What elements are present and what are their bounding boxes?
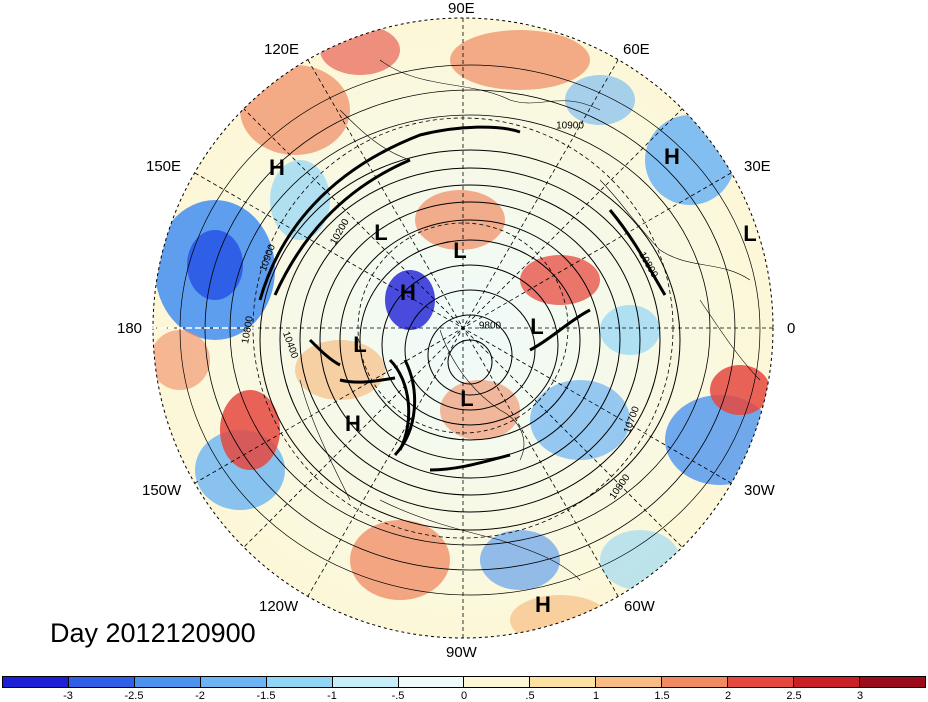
lon-label-30e: 30E	[744, 158, 771, 175]
colorbar-swatch	[398, 677, 465, 687]
colorbar-swatch	[662, 677, 729, 687]
colorbar	[2, 676, 926, 688]
high-pressure-marker: H	[269, 155, 285, 180]
low-pressure-marker: L	[530, 314, 544, 339]
colorbar-tick-label: 1	[592, 690, 600, 702]
colorbar-tick-label: 1.5	[654, 690, 670, 702]
low-pressure-marker: L	[460, 386, 474, 411]
colorbar-swatch	[332, 677, 399, 687]
colorbar-swatch	[266, 677, 333, 687]
colorbar-tick-label: 0	[460, 690, 468, 702]
lon-label-120w: 120W	[259, 598, 299, 615]
lon-label-150w: 150W	[142, 482, 182, 499]
low-pressure-marker: L	[743, 221, 757, 246]
colorbar-swatch	[859, 677, 925, 687]
colorbar-tick-label: .5	[525, 690, 535, 702]
colorbar-swatch	[596, 677, 663, 687]
colorbar-tick-label: 2	[724, 690, 732, 702]
lon-label-90e: 90E	[448, 0, 475, 17]
lon-label-120e: 120E	[264, 41, 300, 58]
colorbar-tick-label: -1	[327, 690, 337, 702]
colorbar-tick-label: -2	[195, 690, 205, 702]
lon-label-60e: 60E	[623, 41, 650, 58]
colorbar-tick-label: -.5	[391, 690, 405, 702]
colorbar-swatch	[794, 677, 860, 687]
low-pressure-marker: L	[453, 238, 467, 263]
colorbar-swatch	[464, 677, 531, 687]
contour-label: 10900	[556, 120, 584, 132]
colorbar-swatch	[3, 677, 69, 687]
lon-label-180: 180	[117, 320, 143, 337]
colorbar-swatch	[68, 677, 135, 687]
lon-label-30w: 30W	[744, 482, 775, 499]
lon-label-150e: 150E	[146, 158, 182, 175]
low-pressure-marker: L	[353, 332, 367, 357]
colorbar-tick-label: -1.5	[256, 690, 276, 702]
colorbar-tick-label: 2.5	[786, 690, 802, 702]
lon-label-90w: 90W	[446, 644, 477, 661]
low-pressure-marker: L	[374, 220, 388, 245]
lon-label-0: 0	[787, 320, 796, 337]
colorbar-tick-label: -2.5	[124, 690, 144, 702]
high-pressure-marker: H	[535, 592, 551, 617]
colorbar-tick-label: 3	[856, 690, 864, 702]
colorbar-swatch	[728, 677, 795, 687]
colorbar-swatch	[200, 677, 267, 687]
colorbar-swatch	[134, 677, 201, 687]
date-title: Day 2012120900	[50, 618, 256, 648]
colorbar-swatch	[530, 677, 597, 687]
high-pressure-marker: H	[345, 411, 361, 436]
colorbar-tick-label: -3	[63, 690, 73, 702]
lon-label-60w: 60W	[624, 598, 655, 615]
high-pressure-marker: H	[664, 144, 680, 169]
high-pressure-marker: H	[400, 280, 416, 305]
contour-label: 9800	[478, 320, 502, 332]
